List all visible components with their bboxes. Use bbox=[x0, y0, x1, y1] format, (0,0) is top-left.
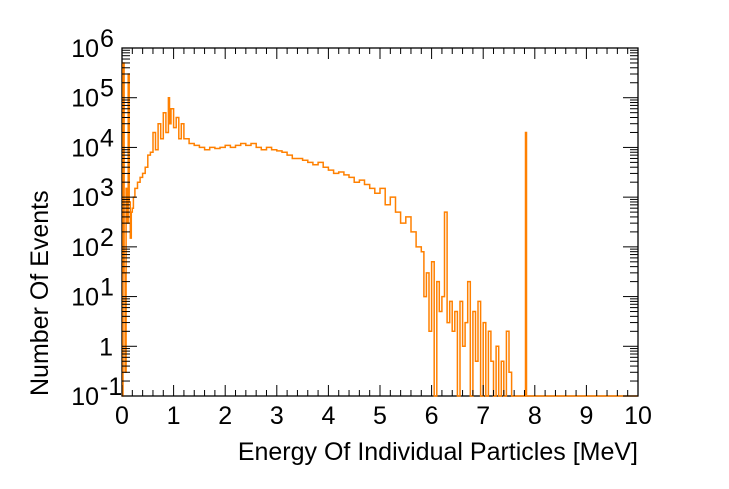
x-tick-label: 8 bbox=[528, 402, 542, 430]
x-axis-title: Energy Of Individual Particles [MeV] bbox=[238, 438, 638, 466]
y-tick-exponent: -1 bbox=[100, 373, 122, 401]
y-tick-exponent: 4 bbox=[100, 124, 114, 152]
y-tick-label: 10 bbox=[71, 134, 99, 162]
x-tick-label: 1 bbox=[167, 402, 181, 430]
x-tick-label: 10 bbox=[624, 402, 652, 430]
y-tick-label: 10 bbox=[71, 85, 99, 113]
y-tick-label: 10 bbox=[71, 184, 99, 212]
y-tick-exponent: 3 bbox=[100, 174, 114, 202]
y-tick-exponent: 1 bbox=[100, 274, 114, 302]
y-tick-label: 10 bbox=[71, 234, 99, 262]
x-tick-label: 6 bbox=[425, 402, 439, 430]
y-tick-label: 1 bbox=[99, 333, 113, 361]
ticks-layer bbox=[121, 47, 639, 397]
series-line-0 bbox=[122, 62, 638, 397]
x-tick-label: 0 bbox=[115, 402, 129, 430]
y-tick-exponent: 6 bbox=[100, 25, 114, 53]
x-tick-label: 5 bbox=[373, 402, 387, 430]
plot-area bbox=[121, 47, 639, 397]
x-tick-label: 2 bbox=[218, 402, 232, 430]
y-tick-label: 10 bbox=[71, 383, 99, 411]
y-tick-exponent: 2 bbox=[100, 224, 114, 252]
x-tick-label: 9 bbox=[579, 402, 593, 430]
x-tick-label: 3 bbox=[270, 402, 284, 430]
plot-frame bbox=[121, 47, 639, 397]
y-tick-label: 10 bbox=[71, 35, 99, 63]
series-layer bbox=[122, 62, 638, 397]
x-tick-label: 7 bbox=[476, 402, 490, 430]
y-tick-label: 10 bbox=[71, 284, 99, 312]
x-tick-label: 4 bbox=[321, 402, 335, 430]
y-axis-title: Number Of Events bbox=[26, 190, 54, 396]
x-tick-labels: 0 1 2 3 4 5 6 7 8 9 10 bbox=[115, 402, 652, 430]
y-tick-exponent: 5 bbox=[100, 75, 114, 103]
